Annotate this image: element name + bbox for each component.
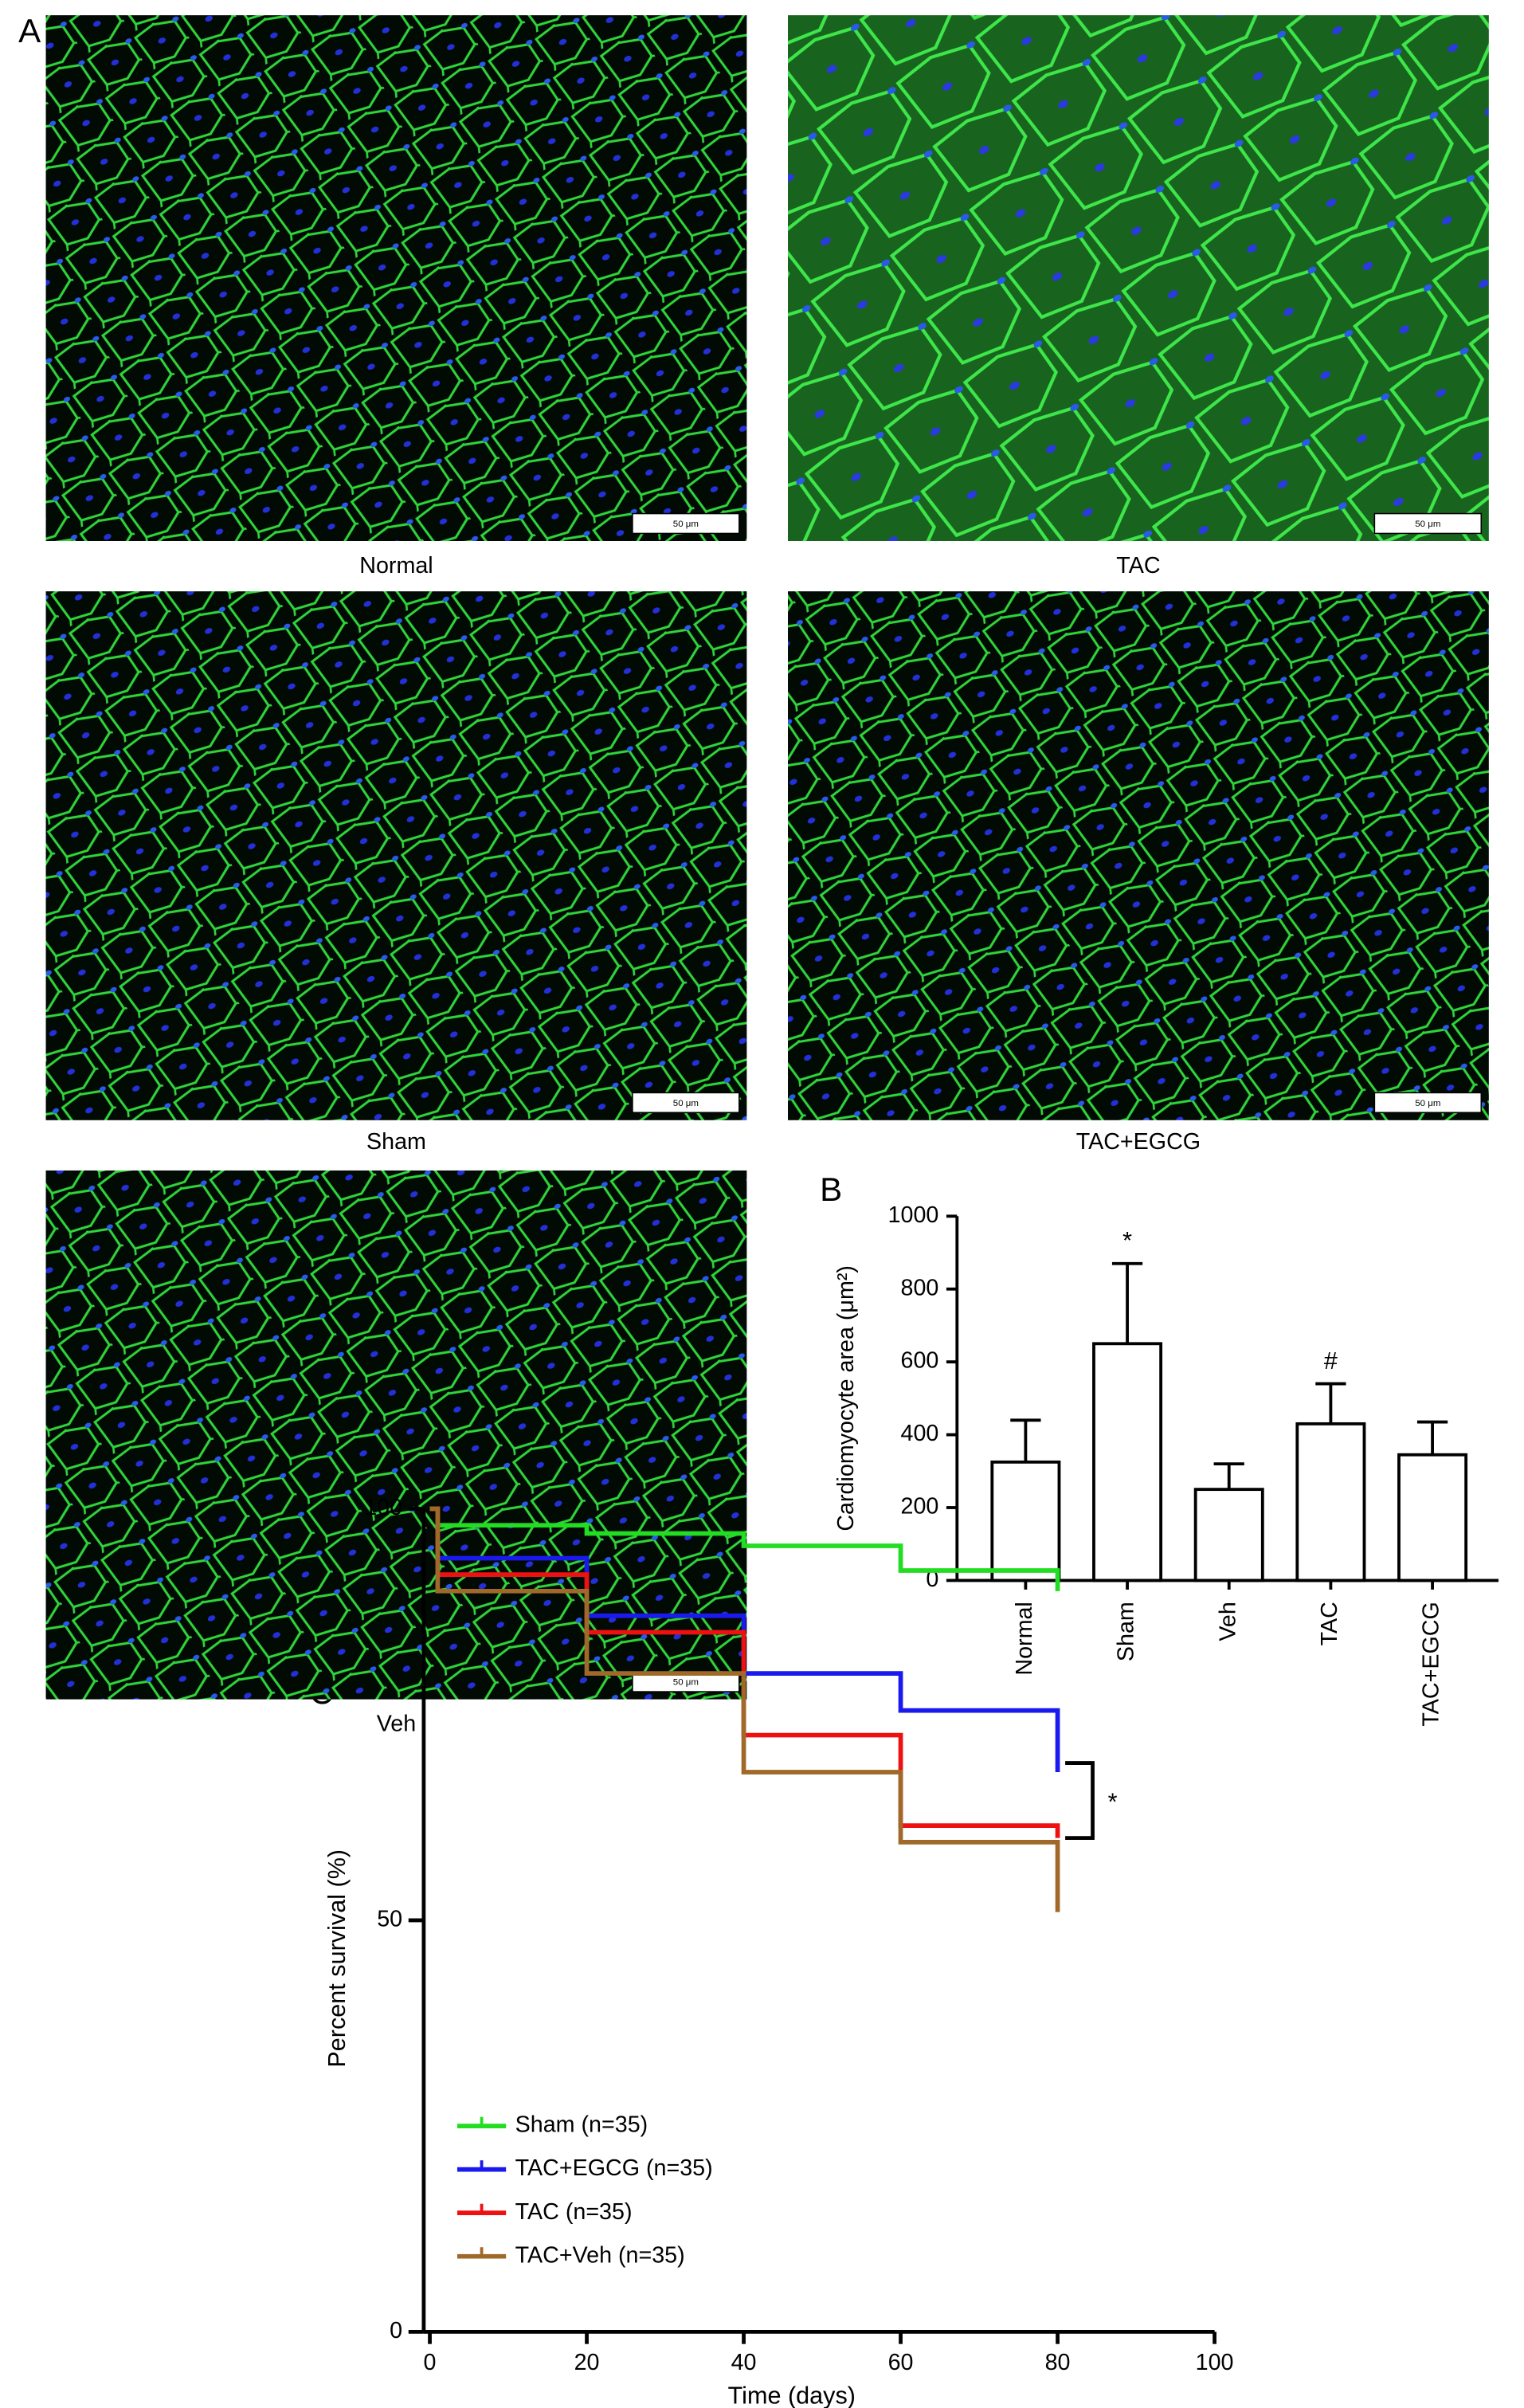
y-tick-label: 800: [901, 1275, 939, 1300]
y-tick-label: 600: [901, 1348, 939, 1374]
x-tick-label: TAC+EGCG: [1419, 1602, 1444, 1726]
micrograph: [45, 591, 747, 1120]
scale-bar-label: 50 μm: [1415, 1099, 1440, 1108]
image-caption: Normal: [359, 553, 433, 578]
bar: [1092, 1342, 1163, 1582]
y-tick-label: 50: [377, 1907, 402, 1932]
scale-bar-label: 50 μm: [673, 520, 699, 529]
micrograph: [45, 1170, 747, 1700]
micrograph: [788, 15, 1489, 541]
y-tick-label: 1000: [888, 1202, 939, 1228]
image-caption: TAC+EGCG: [1076, 1129, 1201, 1155]
legend-label: Sham (n=35): [515, 2112, 648, 2138]
x-axis-label: Time (days): [728, 2383, 856, 2408]
image-caption: TAC: [1116, 553, 1160, 578]
scale-bar-label: 50 μm: [673, 1678, 699, 1688]
x-tick-label: 40: [731, 2350, 757, 2375]
significance-bracket: [1065, 1761, 1095, 1841]
scale-bar-label: 50 μm: [673, 1099, 699, 1108]
significance-mark: #: [1324, 1347, 1338, 1375]
legend-label: TAC (n=35): [515, 2199, 633, 2225]
survival-line: [429, 1506, 1060, 1912]
x-tick-label: Sham: [1114, 1602, 1139, 1661]
x-tick-label: 80: [1045, 2350, 1071, 2375]
x-tick-label: TAC: [1317, 1602, 1342, 1645]
significance-mark: *: [1122, 1227, 1132, 1254]
x-tick-label: 100: [1196, 2350, 1234, 2375]
y-tick-label: 0: [390, 2318, 402, 2343]
y-tick-label: 400: [901, 1421, 939, 1446]
bar: [1295, 1422, 1366, 1582]
image-caption: Sham: [366, 1129, 426, 1155]
bar: [990, 1460, 1061, 1582]
image-caption: Veh: [377, 1712, 416, 1737]
y-axis-label: Percent survival (%): [323, 1849, 351, 2068]
x-tick-label: 20: [574, 2350, 600, 2375]
scale-bar: [1373, 1092, 1483, 1114]
y-tick-label: 0: [926, 1567, 938, 1592]
legend-label: TAC+EGCG (n=35): [515, 2155, 713, 2181]
y-tick-label: 200: [901, 1494, 939, 1520]
micrograph: [45, 15, 747, 541]
y-tick-label: 100: [364, 1495, 402, 1520]
panel-label: A: [18, 12, 41, 49]
micrograph: [788, 591, 1489, 1120]
bar: [1193, 1488, 1264, 1582]
scale-bar: [632, 1092, 740, 1114]
x-tick-label: 60: [888, 2350, 914, 2375]
x-tick-label: Veh: [1215, 1602, 1240, 1641]
panel-label: B: [820, 1171, 842, 1208]
legend-label: TAC+Veh (n=35): [515, 2242, 685, 2268]
significance-mark: *: [1108, 1789, 1118, 1816]
x-tick-label: Normal: [1012, 1602, 1037, 1675]
bar: [1397, 1453, 1468, 1582]
y-axis-label: Cardiomyocyte area (μm²): [833, 1265, 859, 1531]
scale-bar-label: 50 μm: [1415, 520, 1440, 529]
scale-bar: [632, 512, 740, 535]
scale-bar: [1373, 512, 1483, 535]
x-tick-label: 0: [424, 2350, 437, 2375]
